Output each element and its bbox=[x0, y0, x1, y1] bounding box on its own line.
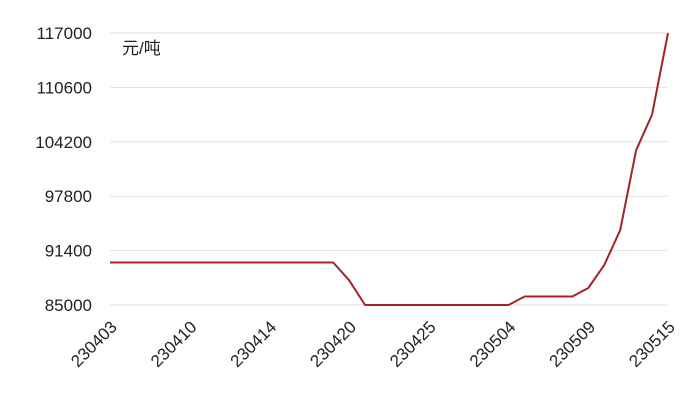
x-tick-label: 230504 bbox=[466, 317, 520, 371]
y-tick-label: 91400 bbox=[45, 242, 92, 261]
unit-label: 元/吨 bbox=[122, 39, 161, 58]
y-tick-label: 104200 bbox=[35, 133, 92, 152]
y-tick-label: 85000 bbox=[45, 296, 92, 315]
y-tick-label: 97800 bbox=[45, 187, 92, 206]
x-tick-label: 230509 bbox=[546, 317, 600, 371]
y-tick-label: 117000 bbox=[37, 24, 92, 43]
x-tick-label: 230420 bbox=[306, 317, 360, 371]
x-tick-label: 230414 bbox=[227, 317, 281, 371]
x-tick-label: 230515 bbox=[625, 317, 679, 371]
x-tick-label: 230403 bbox=[67, 317, 121, 371]
y-tick-label: 110600 bbox=[37, 78, 92, 97]
x-tick-label: 230410 bbox=[147, 317, 201, 371]
line-series bbox=[110, 32, 669, 306]
x-tick-label: 230425 bbox=[386, 317, 440, 371]
